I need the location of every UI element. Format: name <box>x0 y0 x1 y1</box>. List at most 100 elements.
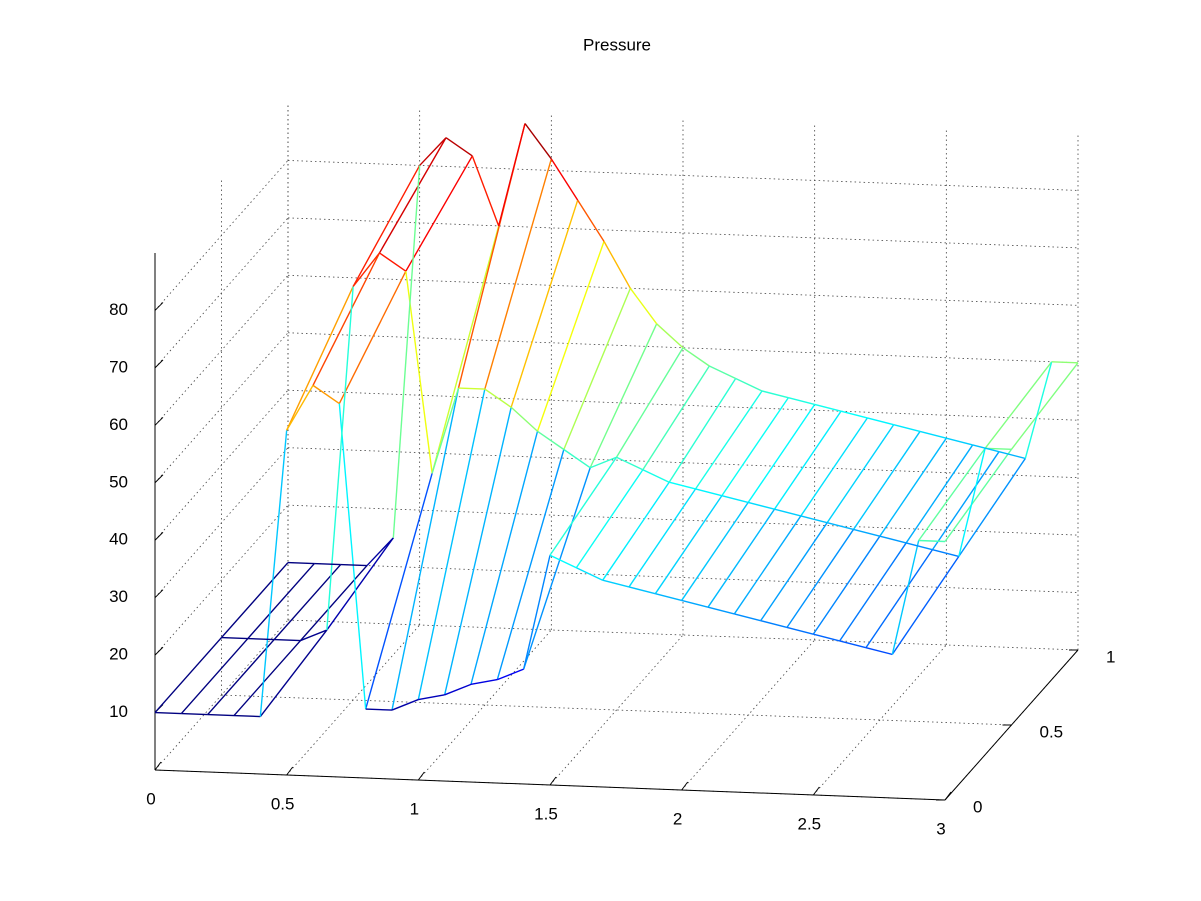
x-tick-label: 3 <box>936 819 945 838</box>
z-tick-label: 80 <box>109 300 128 319</box>
mesh-segment <box>418 694 445 701</box>
mesh-segment <box>879 535 907 544</box>
grid-line <box>813 644 947 796</box>
mesh-segment <box>522 555 551 670</box>
mesh-segment <box>958 448 986 557</box>
mesh-segment <box>338 270 407 404</box>
mesh-segment <box>419 137 447 166</box>
mesh-segment <box>326 286 354 631</box>
mesh-segment <box>958 458 1026 557</box>
mesh-segment <box>747 501 775 510</box>
mesh-segment <box>537 430 565 451</box>
x-tick-label: 1 <box>410 799 419 818</box>
mesh-segment <box>484 388 512 408</box>
y-tick-label: 0 <box>973 797 982 816</box>
mesh-segment <box>233 714 261 718</box>
grid-line <box>287 332 1079 364</box>
grid-line <box>154 389 289 541</box>
mesh-segment <box>707 508 776 608</box>
mesh-segment <box>905 444 974 544</box>
grid-line <box>287 619 1079 651</box>
mesh-segment <box>695 488 723 497</box>
mesh-segment <box>812 535 881 635</box>
y-tick-label: 0.5 <box>1040 722 1064 741</box>
mesh-segment <box>852 431 921 530</box>
mesh-segment <box>220 562 289 639</box>
mesh-segment <box>946 437 973 446</box>
mesh-segment <box>668 481 696 490</box>
mesh-segment <box>879 437 947 537</box>
mesh-segment <box>1010 362 1079 450</box>
mesh-segment <box>761 390 789 399</box>
mesh-segment <box>154 637 223 714</box>
z-tick-label: 10 <box>109 702 128 721</box>
mesh-segment <box>774 508 802 517</box>
mesh-segment <box>286 385 314 431</box>
mesh-segment <box>814 403 842 412</box>
x-tick-label: 1.5 <box>534 804 558 823</box>
mesh-segment <box>431 225 500 474</box>
mesh-segment <box>259 430 288 717</box>
mesh-segment <box>721 495 749 504</box>
mesh-segment <box>523 467 591 670</box>
mesh-segment <box>826 424 895 524</box>
mesh-segment <box>575 469 644 569</box>
mesh-segment <box>642 365 710 471</box>
grid-line <box>154 217 289 369</box>
mesh-segment <box>668 378 737 483</box>
mesh-segment <box>379 252 407 272</box>
mesh-segment <box>654 495 723 595</box>
mesh-segment <box>563 448 591 469</box>
mesh-segment <box>893 424 921 433</box>
mesh-segment <box>919 430 947 439</box>
x-tick-label: 2.5 <box>798 814 822 833</box>
mesh-segment <box>709 365 736 380</box>
grid-line <box>287 562 1079 593</box>
mesh-segment <box>800 515 828 524</box>
mesh-segment <box>616 456 644 471</box>
mesh-segment <box>853 528 881 537</box>
mesh-segment <box>931 451 1000 551</box>
x-tick-label: 0.5 <box>271 794 295 813</box>
mesh-segment <box>524 123 552 160</box>
x-tick <box>154 761 162 771</box>
mesh-segment <box>221 636 248 640</box>
grid-line <box>287 274 1079 306</box>
mesh-segment <box>615 347 684 458</box>
mesh-segment <box>181 712 208 716</box>
mesh-segment <box>431 387 460 474</box>
mesh-segment <box>734 613 761 622</box>
mesh-segment <box>840 410 868 419</box>
z-tick-label: 20 <box>109 645 128 664</box>
mesh-segment <box>470 678 498 686</box>
x-tick-label: 0 <box>146 789 155 808</box>
mesh-segment <box>786 529 855 628</box>
mesh-segment <box>788 397 815 406</box>
mesh-segment <box>352 252 381 287</box>
mesh-segment <box>905 542 933 551</box>
mesh-segment <box>839 542 907 642</box>
mesh-segment <box>918 539 946 543</box>
mesh-segment <box>760 522 828 622</box>
mesh-segment <box>496 449 565 680</box>
mesh-segment <box>891 540 920 655</box>
mesh-segment <box>984 361 1053 449</box>
grid-line <box>154 160 289 311</box>
mesh-segment <box>366 537 394 567</box>
mesh-segment <box>391 698 419 711</box>
y-tick-label: 1 <box>1106 647 1115 666</box>
mesh-segment <box>378 137 447 254</box>
z-tick <box>154 302 164 311</box>
grid-line <box>154 447 289 598</box>
mesh-segment <box>287 561 315 565</box>
mesh-segment <box>602 579 630 588</box>
mesh-segment <box>497 668 524 681</box>
grid-line <box>549 634 684 786</box>
mesh-segment <box>365 708 393 711</box>
mesh-segment <box>681 599 709 608</box>
grid-line <box>221 694 1012 726</box>
mesh-segment <box>207 713 235 717</box>
mesh-segment <box>536 241 605 432</box>
mesh-segment <box>471 155 500 227</box>
